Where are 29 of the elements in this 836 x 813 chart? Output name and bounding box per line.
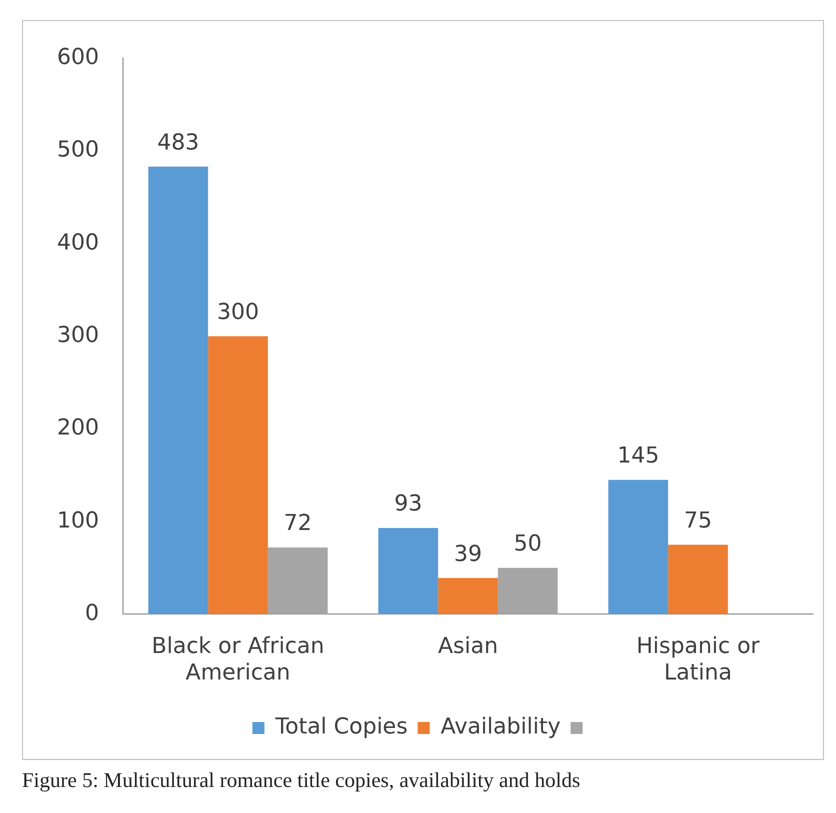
- data-label: 50: [514, 532, 542, 557]
- bar: [148, 166, 208, 614]
- data-label: 72: [284, 511, 312, 536]
- legend-label: Availability: [440, 714, 561, 740]
- data-label: 145: [617, 444, 660, 469]
- y-tick-label: 0: [84, 600, 99, 626]
- y-tick-label: 200: [56, 416, 99, 441]
- data-label: 93: [394, 492, 422, 517]
- data-label: 300: [216, 300, 259, 325]
- y-tick-label: 500: [56, 138, 99, 163]
- y-tick-label: 100: [56, 508, 99, 534]
- x-tick-label: Asian: [438, 634, 498, 660]
- y-tick-label: 400: [56, 230, 99, 256]
- caption: Figure 5: Multicultural romance title copies, availability and holds: [22, 768, 582, 793]
- y-tick-label: 300: [56, 322, 99, 348]
- bar: [378, 528, 438, 614]
- data-label: 39: [454, 542, 482, 567]
- data-label: 483: [157, 130, 200, 156]
- data-label: 75: [684, 508, 712, 534]
- legend-label: Total Copies: [274, 714, 408, 740]
- bar: [208, 336, 268, 614]
- bar: [498, 568, 558, 614]
- bar: [668, 544, 728, 614]
- x-tick-label: Hispanic or Latina: [636, 634, 761, 686]
- bar: [608, 480, 668, 614]
- bar: [438, 578, 498, 614]
- bar: [268, 547, 328, 614]
- y-tick-label: 600: [56, 44, 99, 70]
- x-tick-label: Black or African American: [152, 634, 324, 686]
